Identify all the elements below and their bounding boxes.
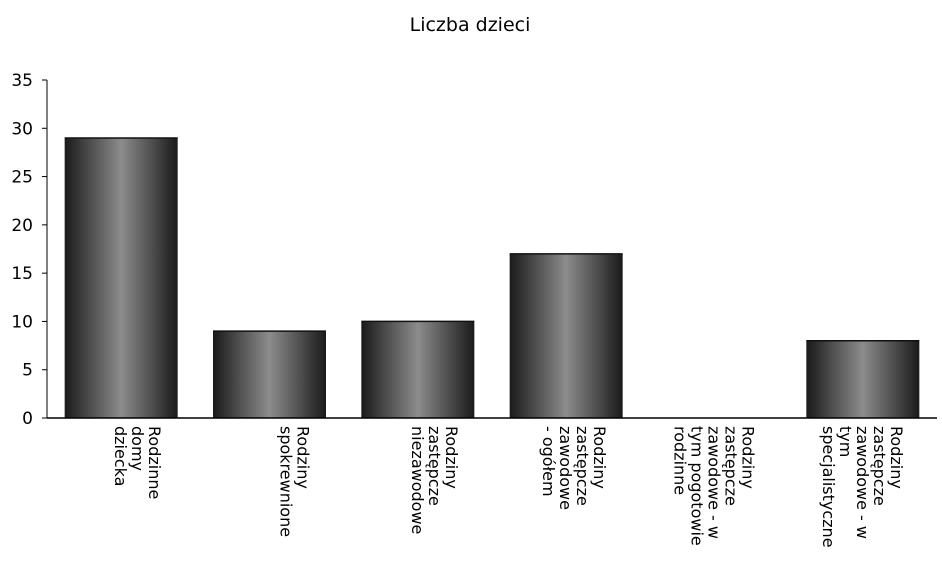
- x-category-label-line: tym pogotowie: [688, 426, 707, 546]
- x-category-label-line: Rodziny: [590, 426, 609, 489]
- x-category-label-line: zastępcze: [425, 426, 444, 506]
- y-tick-label: 5: [22, 361, 33, 381]
- bar: [213, 331, 326, 418]
- chart-title: Liczba dzieci: [410, 14, 531, 36]
- x-category-label-line: zawodowe - w: [705, 426, 724, 539]
- x-category-label-line: Rodziny: [887, 426, 906, 489]
- x-category-label-line: niezawodowe: [408, 426, 427, 534]
- x-category-label-line: specjalistyczne: [819, 426, 838, 548]
- x-category-label-line: zastępcze: [870, 426, 889, 506]
- x-category-label-line: spokrewnione: [277, 426, 296, 537]
- x-category-label-line: Rodziny: [294, 426, 313, 489]
- x-category-label-line: dziecka: [111, 426, 130, 486]
- y-tick-label: 25: [11, 168, 33, 188]
- y-tick-label: 35: [11, 71, 33, 91]
- x-category-label-line: zawodowe - w: [853, 426, 872, 539]
- bar: [509, 253, 623, 418]
- x-category-label-line: tym: [836, 426, 855, 457]
- x-category-label-line: zastępcze: [573, 426, 592, 506]
- x-category-label-line: - ogółem: [539, 426, 558, 497]
- y-tick-label: 30: [11, 119, 33, 139]
- x-category-label-line: Rodzinne: [145, 426, 164, 499]
- y-tick-label: 15: [11, 264, 33, 284]
- y-tick-label: 0: [22, 409, 33, 429]
- y-tick-label: 20: [11, 216, 33, 236]
- x-category-label-line: Rodziny: [739, 426, 758, 489]
- x-category-label-line: zawodowe: [556, 426, 575, 510]
- y-tick-label: 10: [11, 312, 33, 332]
- bar: [64, 137, 178, 418]
- x-category-label-line: domy: [128, 426, 147, 471]
- x-category-label-line: rodzinne: [671, 426, 690, 495]
- bar: [361, 321, 475, 418]
- x-category-label-line: zastępcze: [722, 426, 741, 506]
- bar: [806, 340, 920, 418]
- x-category-label-line: Rodziny: [442, 426, 461, 489]
